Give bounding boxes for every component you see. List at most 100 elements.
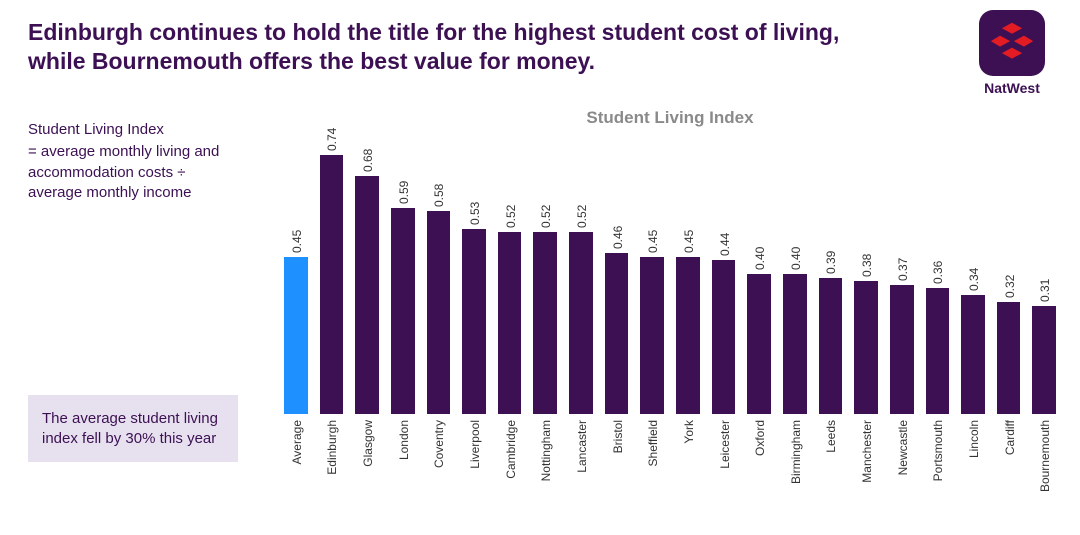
category-cell: London xyxy=(391,420,415,510)
bar-value-label: 0.34 xyxy=(967,268,981,291)
bar-value-label: 0.36 xyxy=(931,261,945,284)
bar-col: 0.59 xyxy=(391,134,415,414)
bar-col: 0.32 xyxy=(997,134,1021,414)
bar-col: 0.40 xyxy=(783,134,807,414)
bar-col: 0.40 xyxy=(747,134,771,414)
category-label: Birmingham xyxy=(789,420,803,484)
category-label: Coventry xyxy=(432,420,446,468)
bar-col: 0.52 xyxy=(498,134,522,414)
category-cell: Coventry xyxy=(427,420,451,510)
bar-col: 0.45 xyxy=(676,134,700,414)
bar-col: 0.38 xyxy=(854,134,878,414)
bar-col: 0.45 xyxy=(284,134,308,414)
category-cell: Lincoln xyxy=(961,420,985,510)
bar-value-label: 0.45 xyxy=(682,229,696,252)
bar-value-label: 0.68 xyxy=(361,149,375,172)
brand-name: NatWest xyxy=(972,80,1052,96)
category-cell: Portsmouth xyxy=(926,420,950,510)
category-cell: Manchester xyxy=(854,420,878,510)
bar-col: 0.39 xyxy=(819,134,843,414)
category-cell: York xyxy=(676,420,700,510)
bar xyxy=(391,208,415,415)
bar xyxy=(926,288,950,414)
category-cell: Average xyxy=(284,420,308,510)
bar xyxy=(355,176,379,414)
chart: Student Living Index 0.45 0.74 0.68 0.59 0.5… xyxy=(280,108,1060,510)
bar-col: 0.36 xyxy=(926,134,950,414)
bar xyxy=(676,257,700,415)
bar-value-label: 0.52 xyxy=(575,205,589,228)
bar xyxy=(854,281,878,414)
bar-col: 0.53 xyxy=(462,134,486,414)
bar-value-label: 0.40 xyxy=(789,247,803,270)
category-label: London xyxy=(397,420,411,460)
category-label: Leicester xyxy=(718,420,732,469)
bar-col: 0.52 xyxy=(569,134,593,414)
category-label: Bournemouth xyxy=(1038,420,1052,492)
bar xyxy=(498,232,522,414)
bar-value-label: 0.31 xyxy=(1038,278,1052,301)
category-label: York xyxy=(682,420,696,444)
category-label: Glasgow xyxy=(361,420,375,467)
bar-col: 0.52 xyxy=(533,134,557,414)
bar-col: 0.45 xyxy=(640,134,664,414)
bar xyxy=(1032,306,1056,415)
bar xyxy=(783,274,807,414)
category-cell: Sheffield xyxy=(640,420,664,510)
bar xyxy=(427,211,451,414)
bar xyxy=(569,232,593,414)
bar-col: 0.37 xyxy=(890,134,914,414)
bar-value-label: 0.58 xyxy=(432,184,446,207)
bar xyxy=(320,155,344,414)
bar xyxy=(819,278,843,415)
bar xyxy=(747,274,771,414)
category-cell: Edinburgh xyxy=(320,420,344,510)
category-label: Cambridge xyxy=(504,420,518,479)
bar xyxy=(890,285,914,415)
category-cell: Leicester xyxy=(712,420,736,510)
bar-col: 0.31 xyxy=(1032,134,1056,414)
category-label: Newcastle xyxy=(896,420,910,475)
bar xyxy=(640,257,664,415)
category-label: Cardiff xyxy=(1003,420,1017,455)
bar-col: 0.74 xyxy=(320,134,344,414)
category-cell: Oxford xyxy=(747,420,771,510)
bar-value-label: 0.46 xyxy=(611,226,625,249)
category-cell: Lancaster xyxy=(569,420,593,510)
category-label: Portsmouth xyxy=(931,420,945,481)
bar xyxy=(712,260,736,414)
bar xyxy=(997,302,1021,414)
bar-value-label: 0.45 xyxy=(646,229,660,252)
definition-block: Student Living Index = average monthly l… xyxy=(28,120,238,203)
category-label: Sheffield xyxy=(646,420,660,466)
chart-plot-area: 0.45 0.74 0.68 0.59 0.58 0.53 0.52 0.52 0.52 0.46… xyxy=(280,134,1060,414)
chart-category-row: AverageEdinburghGlasgowLondonCoventryLiv… xyxy=(280,420,1060,510)
category-cell: Nottingham xyxy=(533,420,557,510)
chart-title: Student Living Index xyxy=(280,108,1060,128)
bar-col: 0.34 xyxy=(961,134,985,414)
brand-logo-tile xyxy=(979,10,1045,76)
bar-value-label: 0.52 xyxy=(539,205,553,228)
definition-body: = average monthly living and accommodati… xyxy=(28,142,238,203)
bar xyxy=(605,253,629,414)
category-cell: Newcastle xyxy=(890,420,914,510)
category-cell: Cardiff xyxy=(997,420,1021,510)
category-cell: Glasgow xyxy=(355,420,379,510)
bar xyxy=(533,232,557,414)
bar-value-label: 0.37 xyxy=(896,257,910,280)
bar-col: 0.46 xyxy=(605,134,629,414)
category-label: Bristol xyxy=(611,420,625,453)
bar-value-label: 0.39 xyxy=(824,250,838,273)
category-label: Average xyxy=(290,420,304,464)
bar-value-label: 0.40 xyxy=(753,247,767,270)
bar-col: 0.68 xyxy=(355,134,379,414)
category-label: Manchester xyxy=(860,420,874,483)
natwest-mark-icon xyxy=(989,20,1035,66)
definition-heading: Student Living Index xyxy=(28,120,238,140)
bar xyxy=(284,257,308,415)
category-cell: Birmingham xyxy=(783,420,807,510)
bar xyxy=(462,229,486,415)
category-cell: Bournemouth xyxy=(1032,420,1056,510)
page-headline: Edinburgh continues to hold the title fo… xyxy=(28,18,898,76)
category-cell: Cambridge xyxy=(498,420,522,510)
